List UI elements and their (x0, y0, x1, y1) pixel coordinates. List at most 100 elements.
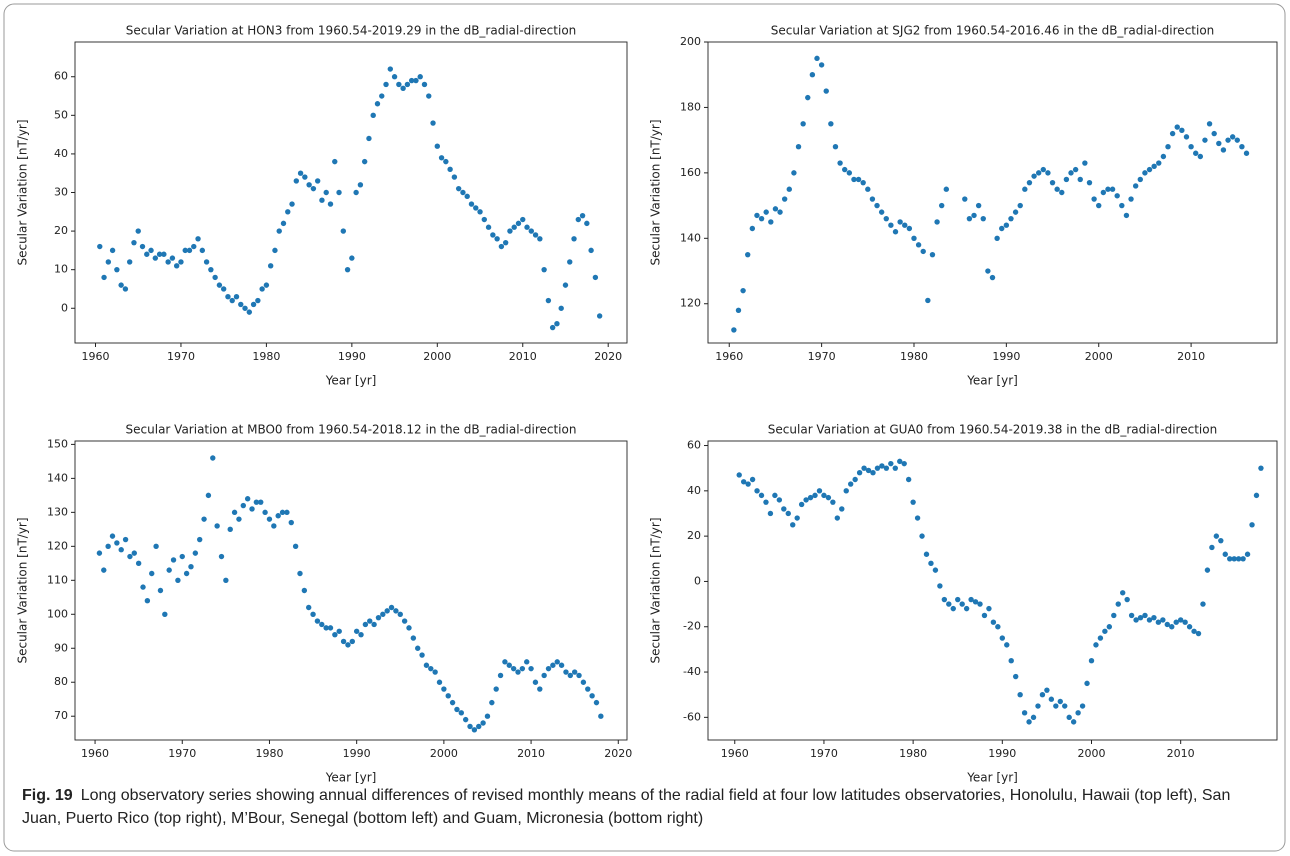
data-point (1021, 710, 1028, 716)
data-point (567, 259, 573, 265)
data-point (233, 293, 240, 300)
x-tick-label: 1990 (992, 350, 1020, 363)
data-point (473, 205, 479, 211)
data-point (749, 476, 756, 483)
data-point (259, 286, 265, 292)
data-point (1137, 614, 1144, 621)
axes-frame (74, 41, 628, 344)
data-point (310, 185, 317, 192)
data-point (131, 550, 137, 556)
y-tick-label: 140 (680, 231, 701, 244)
data-point (263, 282, 270, 288)
data-point (558, 305, 564, 311)
data-point (380, 611, 386, 617)
data-point (1191, 628, 1197, 634)
data-point (971, 212, 977, 219)
data-point (212, 274, 218, 281)
x-tick-label: 1960 (715, 350, 743, 363)
data-point (225, 293, 231, 300)
data-point (888, 460, 894, 467)
y-tick-label: 50 (54, 108, 68, 121)
x-tick-label: 1980 (899, 747, 927, 760)
data-point (1177, 617, 1184, 623)
data-point (1229, 134, 1236, 140)
data-point (122, 286, 129, 292)
chart-title: Secular Variation at MBO0 from 1960.54-2… (126, 423, 577, 437)
x-tick-label: 2000 (1077, 747, 1105, 760)
data-point (1102, 628, 1108, 634)
data-point (966, 215, 973, 222)
data-point (986, 605, 992, 612)
data-point (772, 492, 778, 499)
data-point (216, 282, 223, 288)
data-point (292, 543, 299, 550)
data-point (323, 189, 329, 196)
data-point (250, 301, 257, 308)
data-point (1066, 714, 1072, 721)
data-point (865, 467, 872, 474)
data-point (1012, 673, 1019, 680)
data-point (1119, 202, 1125, 209)
data-point (852, 476, 858, 483)
data-point (962, 196, 968, 202)
data-point (471, 727, 478, 733)
x-tick-label: 2020 (594, 350, 622, 363)
data-point (109, 247, 116, 254)
data-point (353, 189, 359, 196)
data-point (1253, 492, 1260, 499)
data-point (462, 716, 469, 723)
data-point (541, 266, 547, 273)
data-point (1091, 196, 1097, 202)
data-point (426, 93, 432, 99)
data-point (847, 481, 854, 487)
data-point (280, 220, 287, 227)
data-point (178, 259, 184, 265)
data-point (1137, 176, 1143, 183)
data-point (1195, 630, 1202, 637)
data-point (1017, 202, 1023, 209)
data-point (562, 282, 569, 288)
data-point (1026, 179, 1033, 186)
y-tick-label: -40 (683, 665, 701, 678)
data-point (1188, 143, 1194, 150)
data-point (1049, 179, 1056, 186)
data-point (493, 686, 499, 692)
data-point (777, 209, 783, 215)
data-point (791, 170, 797, 176)
data-point (1030, 714, 1037, 721)
data-point (169, 255, 176, 261)
data-point (267, 263, 274, 269)
data-point (447, 166, 453, 173)
data-point (310, 611, 316, 617)
data-point (554, 659, 560, 665)
data-point (302, 174, 308, 180)
data-point (800, 121, 806, 127)
data-point (361, 158, 368, 165)
data-point (223, 577, 229, 584)
y-tick-label: 0 (694, 574, 701, 587)
data-point (919, 533, 925, 539)
data-point (156, 251, 163, 257)
y-tick-label: 120 (680, 297, 701, 310)
x-tick-label: 1980 (252, 350, 280, 363)
data-point (1040, 166, 1047, 173)
x-tick-label: 1970 (168, 747, 196, 760)
data-point (842, 166, 848, 173)
data-point (419, 652, 425, 658)
data-point (266, 516, 273, 522)
data-point (758, 215, 765, 222)
data-point (1193, 150, 1199, 156)
data-point (823, 88, 829, 94)
data-point (188, 564, 194, 570)
data-point (1077, 176, 1083, 183)
data-point (244, 496, 251, 502)
data-point (832, 143, 839, 150)
data-point (537, 236, 543, 242)
x-tick-label: 2020 (604, 747, 632, 760)
data-point (1075, 710, 1081, 716)
data-point (454, 706, 460, 713)
data-point (1059, 189, 1065, 196)
data-point (985, 268, 991, 274)
